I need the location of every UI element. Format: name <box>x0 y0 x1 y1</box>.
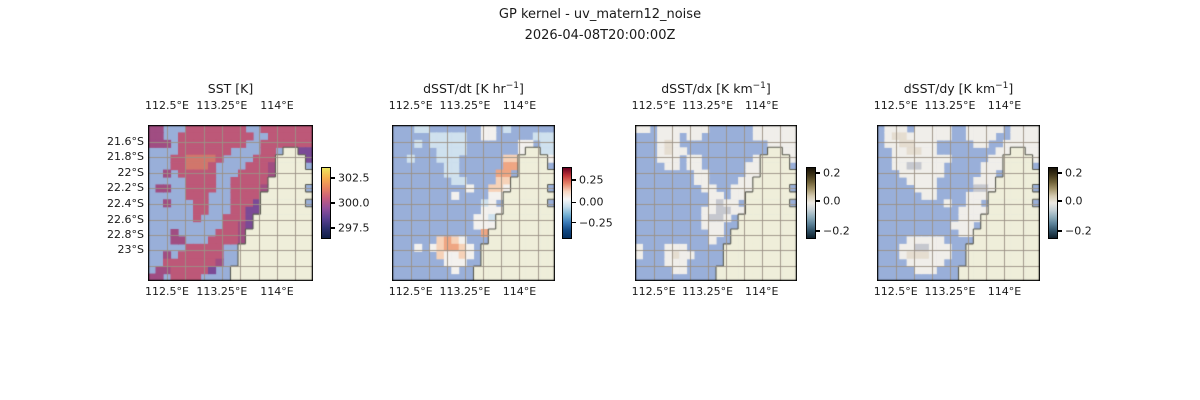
colorbar-tick-label: 0.25 <box>579 173 604 187</box>
x-tick-label: 113.25°E <box>682 99 734 112</box>
panel-title-dsst-dt-text: dSST/dt [K hr <box>423 81 506 97</box>
panel-title-sst-text: SST [K] <box>207 81 254 97</box>
x-tick-label: 113.25°E <box>196 285 248 298</box>
panel-title-dsst-dx-sup: −1 <box>752 81 766 91</box>
x-tick-label: 114°E <box>260 99 294 112</box>
x-tick-label: 114°E <box>744 285 779 298</box>
x-tick-label: 114°E <box>502 285 537 298</box>
x-tick-label: 112.5°E <box>631 99 676 112</box>
x-tick-label: 113.25°E <box>924 99 976 112</box>
colorbar-tick-mark <box>331 227 335 229</box>
colorbar-tick-mark <box>572 221 576 224</box>
map-canvas-dsst-dy <box>877 125 1040 281</box>
x-tick-label: 112.5°E <box>631 285 676 298</box>
x-tick-label: 114°E <box>502 99 537 112</box>
panel-title-dsst-dy-text: dSST/dy [K km <box>903 81 996 97</box>
panel-title-dsst-dt-close: ] <box>518 81 524 97</box>
panel-title-dsst-dy: dSST/dy [K km−1] <box>877 81 1040 96</box>
colorbar-tick-label: 0.00 <box>579 195 604 209</box>
x-tick-label: 113.25°E <box>196 99 248 112</box>
x-ticks-top-dsst-dt: 112.5°E 113.25°E 114°E <box>388 99 555 113</box>
y-tick-label: 22°S <box>117 166 144 180</box>
x-tick-label: 114°E <box>987 285 1022 298</box>
y-tick-label: 22.2°S <box>107 181 144 195</box>
panel-title-dsst-dy-close: ] <box>1008 81 1014 97</box>
y-tick-labels: 21.6°S 21.8°S 22°S 22.2°S 22.4°S 22.6°S 22.8°S… <box>58 0 144 400</box>
y-tick-label: 21.8°S <box>107 150 144 164</box>
x-ticks-bottom-dsst-dx: 112.5°E 113.25°E 114°E <box>631 285 797 299</box>
x-tick-label: 113.25°E <box>924 285 976 298</box>
map-canvas-dsst-dt <box>392 125 555 281</box>
panel-title-dsst-dx: dSST/dx [K km−1] <box>635 81 797 96</box>
colorbar-tick-mark <box>572 201 576 204</box>
panel-title-dsst-dx-close: ] <box>765 81 771 97</box>
colorbar-tick-mark <box>1058 200 1062 202</box>
y-tick-label: 21.6°S <box>107 135 144 148</box>
x-ticks-bottom-dsst-dy: 112.5°E 113.25°E 114°E <box>873 285 1040 299</box>
x-tick-label: 114°E <box>260 285 294 298</box>
panel-title-dsst-dy-sup: −1 <box>995 81 1009 91</box>
colorbar-tick-label: 0.0 <box>1065 194 1083 208</box>
y-tick-label: 22.4°S <box>107 196 144 210</box>
x-tick-label: 113.25°E <box>439 285 491 298</box>
colorbar-tick-label: 0.0 <box>823 194 841 208</box>
colorbar-tick-label: −0.2 <box>1065 224 1092 238</box>
y-tick-label: 22.8°S <box>107 227 144 241</box>
x-tick-label: 112.5°E <box>873 99 918 112</box>
figure-timestamp: 2026-04-08T20:00:00Z <box>524 28 676 43</box>
colorbar-tick-label: −0.25 <box>579 216 613 230</box>
colorbar-tick-mark <box>816 200 820 202</box>
panel-title-sst: SST [K] <box>148 81 313 96</box>
panel-title-dsst-dx-text: dSST/dx [K km <box>661 81 753 97</box>
map-canvas-sst <box>148 125 313 281</box>
colorbar-tick-label: 302.5 <box>338 171 370 185</box>
panel-title-dsst-dt: dSST/dt [K hr−1] <box>392 81 555 96</box>
y-tick-label: 23°S <box>117 243 144 257</box>
x-ticks-top-dsst-dx: 112.5°E 113.25°E 114°E <box>631 99 797 113</box>
colorbar-tick-mark <box>331 202 335 204</box>
x-tick-label: 113.25°E <box>439 99 491 112</box>
x-tick-label: 114°E <box>987 99 1022 112</box>
x-tick-label: 114°E <box>744 99 779 112</box>
colorbar-tick-label: 300.0 <box>338 196 370 210</box>
colorbar-tick-label: 297.5 <box>338 221 370 235</box>
colorbar-tick-label: −0.2 <box>823 224 850 238</box>
colorbar-dsst-dt: 0.25 0.00 −0.25 <box>562 167 613 239</box>
map-canvas-dsst-dx <box>635 125 797 281</box>
colorbar-tick-label: 0.2 <box>823 166 841 180</box>
figure-title: GP kernel - uv_matern12_noise <box>498 7 702 22</box>
colorbar-tick-mark <box>572 179 576 181</box>
x-tick-label: 113.25°E <box>682 285 734 298</box>
colorbar-tick-label: 0.2 <box>1065 166 1083 180</box>
colorbar-tick-mark <box>816 230 820 232</box>
x-ticks-top-sst: 112.5°E 113.25°E 114°E <box>144 99 313 113</box>
x-tick-label: 112.5°E <box>144 99 189 112</box>
x-ticks-top-dsst-dy: 112.5°E 113.25°E 114°E <box>873 99 1040 113</box>
colorbar-sst: 302.5 300.0 297.5 <box>321 167 370 239</box>
x-ticks-bottom-dsst-dt: 112.5°E 113.25°E 114°E <box>388 285 555 299</box>
x-tick-label: 112.5°E <box>388 99 433 112</box>
colorbar-tick-mark <box>1058 230 1062 232</box>
x-tick-label: 112.5°E <box>144 285 189 298</box>
colorbar-tick-mark <box>331 177 335 179</box>
x-tick-label: 112.5°E <box>873 285 918 298</box>
x-ticks-bottom-sst: 112.5°E 113.25°E 114°E <box>144 285 313 299</box>
panel-title-dsst-dt-sup: −1 <box>505 81 519 91</box>
colorbar-dsst-dx: 0.2 0.0 −0.2 <box>806 166 850 239</box>
colorbar-tick-mark <box>1058 172 1062 174</box>
y-tick-label: 22.6°S <box>107 212 144 226</box>
colorbar-dsst-dy: 0.2 0.0 −0.2 <box>1048 166 1092 239</box>
colorbar-tick-mark <box>816 172 820 174</box>
x-tick-label: 112.5°E <box>388 285 433 298</box>
